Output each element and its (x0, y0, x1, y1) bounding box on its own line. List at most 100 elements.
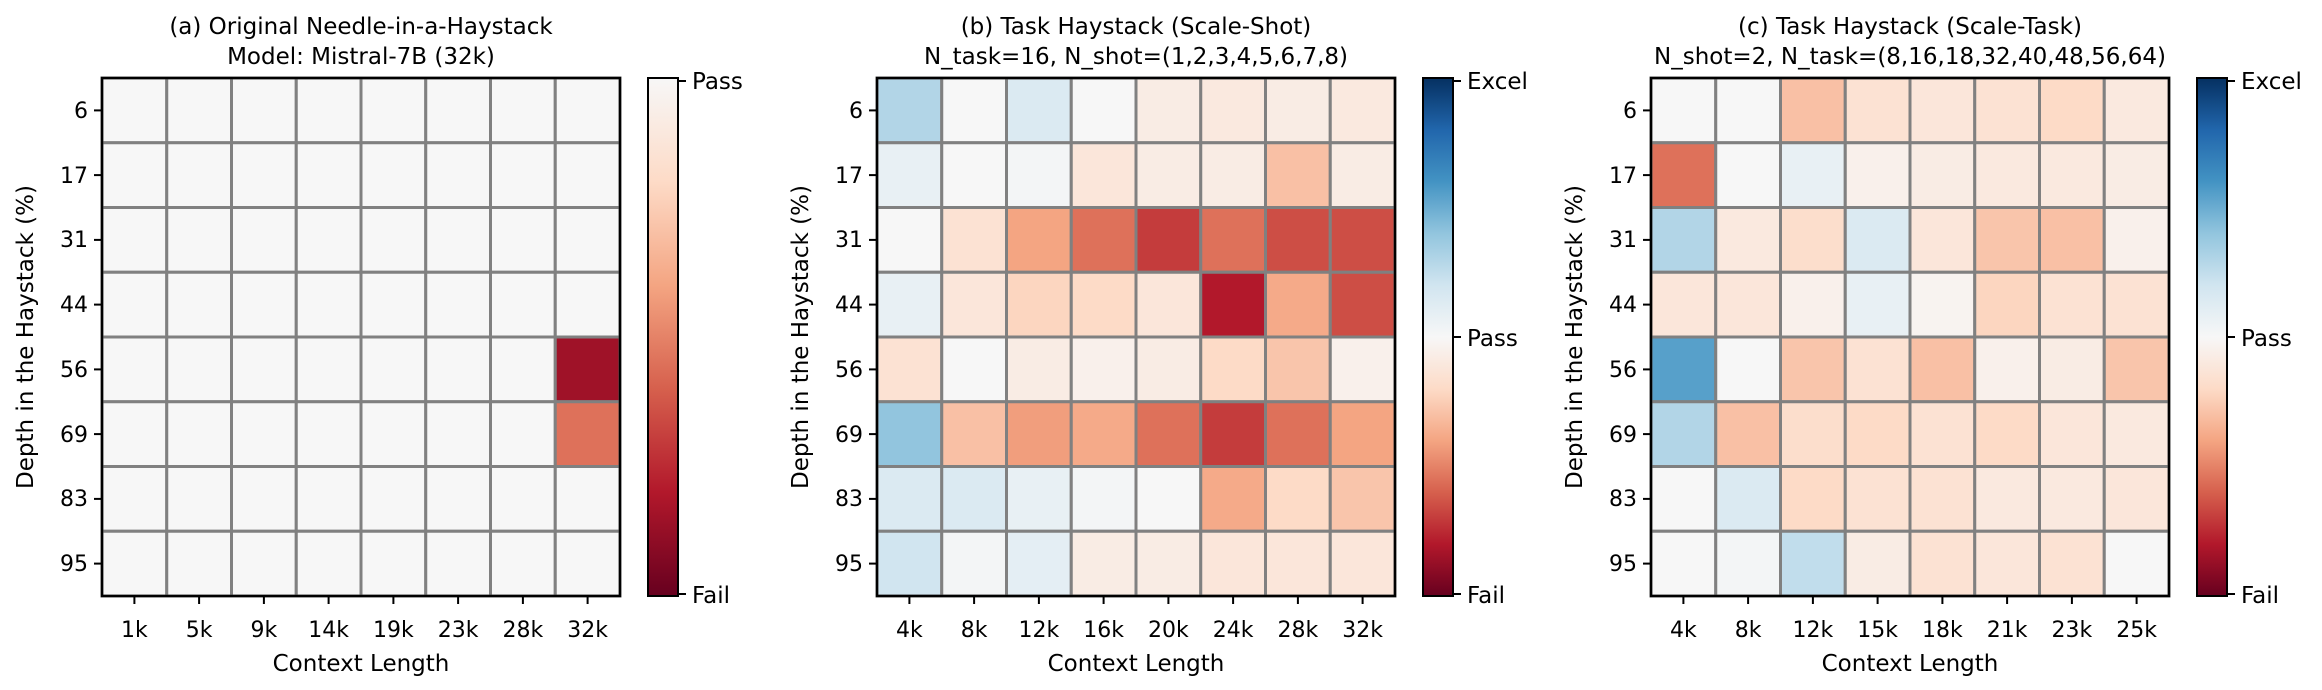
heatmap-cell (1328, 206, 1397, 274)
heatmap-cell (940, 465, 1008, 533)
heatmap-cell (2038, 206, 2106, 274)
heatmap-cell (1069, 270, 1138, 339)
y-tick: 95 (1609, 552, 1637, 577)
x-tick: 4k (1670, 618, 1697, 643)
y-tick: 6 (74, 99, 88, 124)
heatmap-cell (1328, 465, 1397, 533)
panel-c-colorbar: Excel Pass Fail (2196, 69, 2302, 609)
heatmap-cell (489, 335, 557, 404)
x-tick: 19k (373, 618, 414, 643)
heatmap-cell (940, 76, 1008, 145)
heatmap-cell (940, 335, 1008, 404)
x-tick: 23k (438, 618, 479, 643)
heatmap-cell (294, 335, 363, 404)
heatmap-cell (553, 465, 622, 533)
heatmap-cell (875, 465, 944, 533)
heatmap-cell (1134, 465, 1203, 533)
x-tick: 32k (1342, 618, 1383, 643)
heatmap-cell (100, 529, 169, 598)
heatmap-cell (489, 465, 557, 533)
heatmap-cell (1973, 335, 2041, 404)
heatmap-cell (1134, 270, 1203, 339)
colorbar-gradient (647, 77, 679, 597)
panel-b-cells (875, 76, 1397, 598)
heatmap-cell (1199, 270, 1267, 339)
panel-b-tick-marks (869, 109, 1364, 604)
colorbar-tick-fail: Fail (692, 583, 730, 609)
heatmap-cell (100, 270, 169, 339)
panel-b-y-label: Depth in the Haystack (%) (788, 185, 814, 489)
colorbar-tick-fail: Fail (1467, 583, 1505, 609)
heatmap-cell (1908, 400, 1977, 468)
heatmap-cell (1328, 141, 1397, 209)
y-tick: 83 (1609, 487, 1637, 512)
panel-c-y-label: Depth in the Haystack (%) (1562, 185, 1588, 489)
y-tick: 31 (1609, 228, 1637, 253)
y-tick: 56 (1609, 358, 1637, 383)
x-tick: 16k (1083, 618, 1124, 643)
heatmap-cell (165, 400, 233, 468)
panel-b: (b) Task Haystack (Scale-Shot) N_task=16… (788, 14, 1528, 677)
heatmap-cell (165, 465, 233, 533)
heatmap-cell (1005, 141, 1073, 209)
heatmap-cell (1199, 206, 1267, 274)
heatmap-cell (1649, 76, 1718, 145)
heatmap-cell (1973, 465, 2041, 533)
heatmap-cell (230, 400, 298, 468)
colorbar-tick-excel: Excel (2241, 69, 2302, 95)
heatmap-cell (1779, 141, 1847, 209)
heatmap-cell (1005, 465, 1073, 533)
heatmap-cell (1328, 335, 1397, 404)
heatmap-cell (1973, 270, 2041, 339)
x-tick: 12k (1793, 618, 1834, 643)
heatmap-cell (230, 465, 298, 533)
panel-b-x-label: Context Length (1048, 651, 1225, 677)
heatmap-cell (553, 76, 622, 145)
heatmap-cell (1843, 529, 1912, 598)
heatmap-cell (940, 529, 1008, 598)
y-tick: 6 (849, 99, 863, 124)
heatmap-cell (424, 465, 492, 533)
heatmap-cell (489, 270, 557, 339)
heatmap-cell (230, 529, 298, 598)
heatmap-cell (1328, 400, 1397, 468)
heatmap-cell (424, 335, 492, 404)
x-tick: 9k (251, 618, 278, 643)
heatmap-cell (1908, 270, 1977, 339)
heatmap-cell (294, 529, 363, 598)
heatmap-cell (359, 141, 428, 209)
panel-a-colorbar: Pass Fail (647, 69, 743, 609)
heatmap-cell (1328, 76, 1397, 145)
heatmap-cell (294, 206, 363, 274)
heatmap-cell (1843, 400, 1912, 468)
heatmap-cell (875, 206, 944, 274)
heatmap-cell (1779, 76, 1847, 145)
heatmap-cell (553, 529, 622, 598)
heatmap-cell (1843, 141, 1912, 209)
panel-c: (c) Task Haystack (Scale-Task) N_shot=2,… (1562, 14, 2302, 677)
heatmap-cell (1069, 529, 1138, 598)
heatmap-cell (1714, 465, 1782, 533)
heatmap-cell (1069, 141, 1138, 209)
panel-c-x-ticks: 4k 8k 12k 15k 18k 21k 23k 25k (1670, 618, 2157, 643)
heatmap-cell (1264, 141, 1332, 209)
heatmap-cell (100, 141, 169, 209)
panel-a-cells (100, 76, 622, 598)
heatmap-cell (1069, 76, 1138, 145)
heatmap-cell (1649, 529, 1718, 598)
heatmap-cell (1714, 141, 1782, 209)
heatmap-cell (165, 529, 233, 598)
heatmap-cell (1005, 270, 1073, 339)
y-tick: 95 (60, 552, 88, 577)
heatmap-cell (875, 76, 944, 145)
x-tick: 14k (308, 618, 349, 643)
x-tick: 1k (121, 618, 148, 643)
heatmap-cell (1714, 76, 1782, 145)
heatmap-cell (1779, 335, 1847, 404)
heatmap-cell (1973, 141, 2041, 209)
heatmap-cell (1264, 270, 1332, 339)
heatmap-cell (1908, 529, 1977, 598)
heatmap-cell (2102, 206, 2171, 274)
heatmap-cell (1199, 465, 1267, 533)
